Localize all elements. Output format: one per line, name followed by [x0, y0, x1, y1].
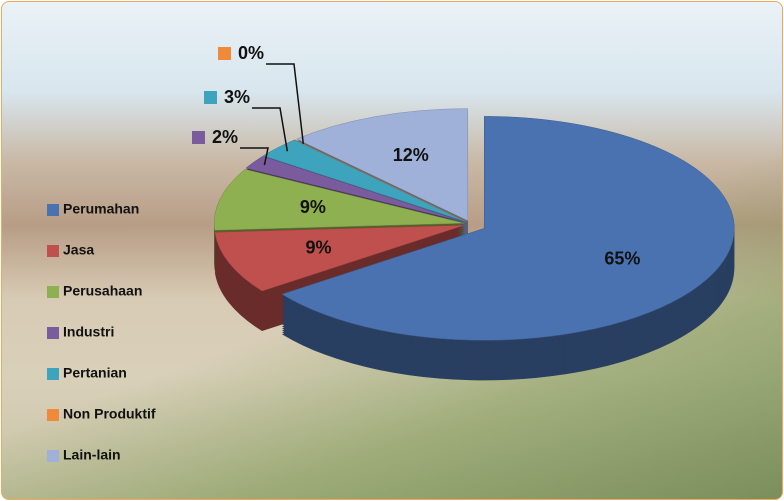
legend-label: Lain-lain [63, 447, 121, 463]
slice [245, 155, 466, 223]
legend-swatch [47, 409, 59, 421]
data-label: 9% [300, 197, 326, 217]
leader-line [252, 107, 289, 152]
legend-label: Perusahaan [63, 283, 142, 299]
label-swatch [218, 47, 231, 60]
legend-swatch [47, 245, 59, 257]
data-label: 12% [393, 145, 429, 165]
slice [296, 108, 469, 222]
legend-label: Pertanian [63, 365, 127, 381]
label-swatch [204, 91, 217, 104]
leader-line [266, 63, 305, 144]
data-label: 9% [306, 237, 332, 257]
legend-label: Jasa [63, 242, 94, 258]
data-label: 3% [224, 87, 250, 107]
legend-swatch [47, 204, 59, 216]
data-label: 0% [238, 43, 264, 63]
legend-swatch [47, 327, 59, 339]
label-swatch [192, 131, 205, 144]
data-label: 65% [604, 249, 640, 269]
legend-swatch [47, 286, 59, 298]
leader-line [240, 147, 269, 166]
legend-label: Industri [63, 324, 114, 340]
slice [214, 224, 465, 292]
legend-label: Perumahan [63, 201, 139, 217]
legend-swatch [47, 368, 59, 380]
slice [213, 168, 465, 231]
legend-swatch [47, 450, 59, 462]
data-label: 2% [212, 127, 238, 147]
legend-label: Non Produktif [63, 406, 156, 422]
slice [281, 116, 735, 341]
slice [262, 139, 466, 222]
